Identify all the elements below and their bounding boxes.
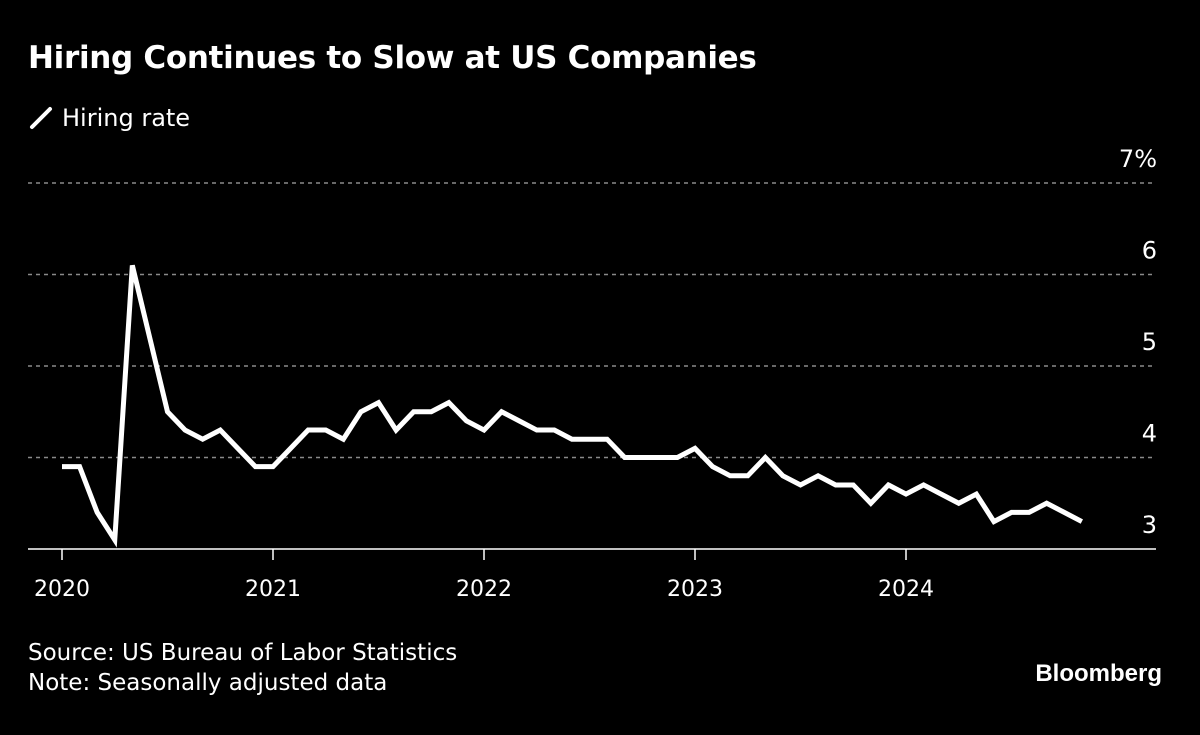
y-tick-label: 5 (1142, 328, 1157, 356)
x-tick-label: 2023 (667, 577, 723, 602)
legend-line-icon (30, 107, 52, 129)
data-note: Note: Seasonally adjusted data (28, 670, 388, 696)
y-tick-label: 7% (1119, 145, 1157, 173)
x-tick-label: 2020 (34, 577, 90, 602)
y-axis-labels: 3 4 5 6 7% (1119, 145, 1157, 539)
x-tick-label: 2021 (245, 577, 301, 602)
x-tick-label: 2024 (878, 577, 934, 602)
legend-label: Hiring rate (62, 104, 191, 132)
chart-title: Hiring Continues to Slow at US Companies (28, 40, 757, 76)
source-note: Source: US Bureau of Labor Statistics (28, 640, 458, 666)
legend: Hiring rate (28, 104, 190, 132)
footer: Source: US Bureau of Labor Statistics No… (28, 638, 457, 698)
series-group (61, 264, 1083, 548)
y-tick-label: 4 (1142, 420, 1157, 448)
y-tick-label: 3 (1142, 511, 1157, 539)
gridlines (28, 182, 1156, 459)
x-axis: 2020 2021 2022 2023 2024 (28, 548, 1156, 602)
y-tick-label: 6 (1142, 237, 1157, 265)
series-line-hiring-rate (62, 264, 1083, 548)
x-tick-label: 2022 (456, 577, 512, 602)
bloomberg-logo: Bloomberg (1035, 660, 1162, 687)
